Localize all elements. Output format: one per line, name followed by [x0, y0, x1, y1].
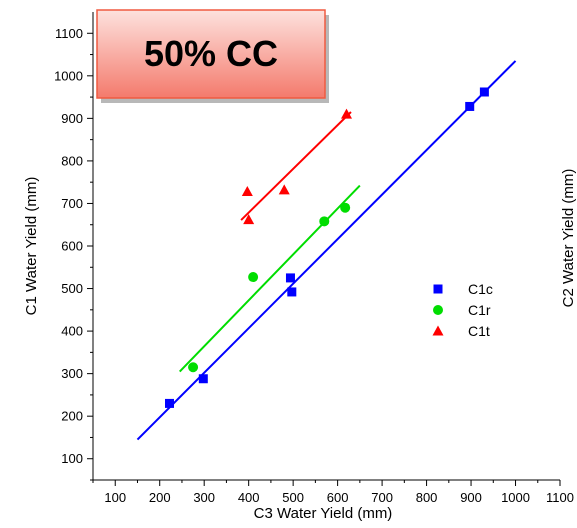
data-point-c1c [479, 87, 489, 97]
legend-marker-c1c [433, 284, 443, 294]
x-tick-label: 900 [460, 490, 482, 505]
fit-line-c1r [179, 184, 361, 373]
data-point-c1c [164, 398, 174, 408]
legend: C1c C1r C1t [432, 281, 493, 339]
data-point-c1r [248, 272, 259, 283]
y-tick-label: 200 [61, 409, 83, 424]
data-point-c1r [188, 362, 199, 373]
y-tick-label: 1100 [55, 26, 83, 41]
callout-box: 50% CC [96, 9, 329, 103]
data-point-c1r [319, 216, 330, 227]
x-tick-label: 100 [104, 490, 126, 505]
y-tick-label: 600 [61, 239, 83, 254]
x-tick-label: 700 [371, 490, 393, 505]
fit-line-c1c [136, 60, 517, 441]
legend-marker-c1r [433, 305, 443, 315]
data-point-c1c [285, 273, 295, 283]
x-tick-label: 500 [282, 490, 304, 505]
data-point-c1t [341, 108, 353, 119]
x-tick-label: 1000 [501, 490, 530, 505]
data-point-c1r [340, 202, 351, 213]
data-point-c1t [278, 184, 290, 195]
x-axis-title: C3 Water Yield (mm) [254, 505, 393, 522]
right-y-axis-title: C2 Water Yield (mm) [560, 169, 577, 308]
data-point-c1t [241, 186, 253, 197]
callout-text: 50% CC [144, 33, 278, 74]
y-tick-label: 700 [61, 196, 83, 211]
legend-label-c1c: C1c [468, 281, 493, 297]
y-tick-label: 400 [61, 324, 83, 339]
data-point-c1t [243, 214, 255, 225]
x-tick-label: 800 [416, 490, 438, 505]
data-point-c1c [198, 374, 208, 384]
y-tick-label: 300 [61, 366, 83, 381]
x-tick-label: 400 [238, 490, 260, 505]
fit-line-c1t [240, 111, 352, 221]
data-point-c1c [287, 287, 297, 297]
x-tick-label: 1100 [546, 490, 574, 505]
y-tick-label: 900 [61, 111, 83, 126]
x-tick-label: 600 [327, 490, 349, 505]
y-tick-label: 800 [61, 153, 83, 168]
y-axis-title: C1 Water Yield (mm) [23, 177, 40, 316]
x-tick-label: 300 [193, 490, 215, 505]
y-tick-label: 1000 [54, 68, 83, 83]
y-tick-label: 100 [61, 451, 83, 466]
x-tick-label: 200 [149, 490, 171, 505]
legend-label-c1t: C1t [468, 323, 490, 339]
data-point-c1c [465, 101, 475, 111]
y-tick-label: 500 [61, 281, 83, 296]
legend-marker-c1t [432, 325, 444, 336]
legend-label-c1r: C1r [468, 302, 491, 318]
